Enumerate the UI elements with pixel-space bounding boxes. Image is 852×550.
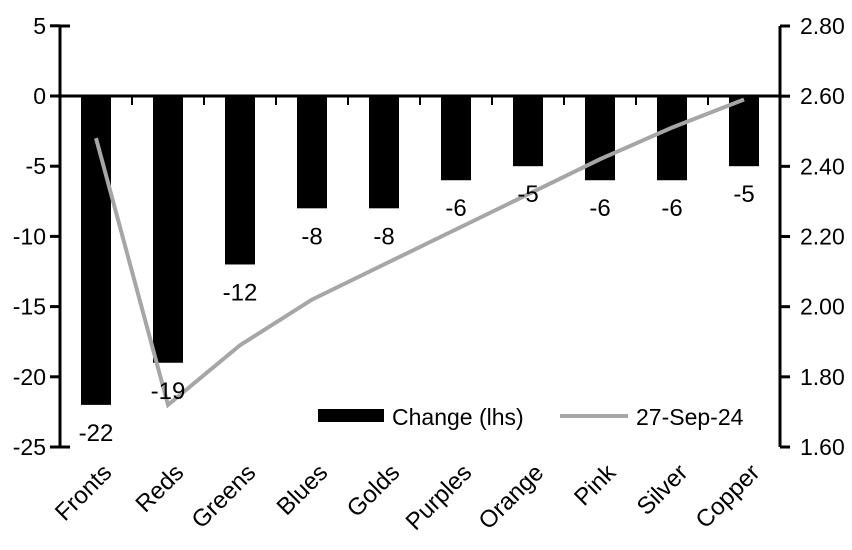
bar-value-label: -22 xyxy=(79,420,114,447)
category-label-purples: Purples xyxy=(401,459,478,536)
category-label-silver: Silver xyxy=(632,459,694,521)
left-axis-label: -25 xyxy=(13,434,46,460)
right-axis-label: 1.60 xyxy=(800,434,845,460)
legend: Change (lhs) 27-Sep-24 xyxy=(318,404,744,430)
bar-blues xyxy=(297,96,327,209)
bar-value-label: -6 xyxy=(589,195,610,222)
right-axis-label: 2.40 xyxy=(800,153,845,179)
legend-bar-label: Change (lhs) xyxy=(392,404,524,430)
plot-area: 5 0 -5 -10 -15 -20 -25 2.80 2.60 2.40 2.20 2.00 1.80… xyxy=(13,13,845,536)
right-axis-label: 1.80 xyxy=(800,364,845,390)
bar-value-label: -5 xyxy=(733,181,754,208)
bar-reds xyxy=(153,96,183,363)
category-label-orange: Orange xyxy=(474,459,550,535)
legend-line-label: 27-Sep-24 xyxy=(636,404,744,430)
bar-golds xyxy=(369,96,399,209)
left-axis-label: 5 xyxy=(33,13,46,39)
left-axis-label: -10 xyxy=(13,223,46,249)
bar-copper xyxy=(729,96,759,167)
category-label-blues: Blues xyxy=(272,459,334,521)
bar-value-label: -12 xyxy=(223,279,258,306)
right-axis-label: 2.00 xyxy=(800,294,845,320)
right-axis-label: 2.80 xyxy=(800,13,845,39)
bar-pink xyxy=(585,96,615,181)
category-label-reds: Reds xyxy=(131,459,190,518)
bar-value-label: -6 xyxy=(661,195,682,222)
category-label-greens: Greens xyxy=(186,459,261,534)
bar-value-label: -19 xyxy=(151,378,186,405)
bar-fronts xyxy=(81,96,111,405)
bar-value-label: -6 xyxy=(445,195,466,222)
category-label-golds: Golds xyxy=(342,459,405,522)
bar-greens xyxy=(225,96,255,265)
right-axis-label: 2.20 xyxy=(800,224,845,250)
bar-purples xyxy=(441,96,471,181)
bar-orange xyxy=(513,96,543,167)
bar-silver xyxy=(657,96,687,181)
left-axis-label: -5 xyxy=(26,153,46,179)
line-series xyxy=(94,97,745,409)
left-axis-label: 0 xyxy=(33,83,46,109)
bar-value-label: -8 xyxy=(301,223,322,250)
right-axis-label: 2.60 xyxy=(800,83,845,109)
category-label-fronts: Fronts xyxy=(50,459,117,526)
category-label-pink: Pink xyxy=(569,458,622,511)
bar-value-label: -8 xyxy=(373,223,394,250)
left-axis-label: -20 xyxy=(13,364,46,390)
bar-value-label: -5 xyxy=(517,181,538,208)
category-label-copper: Copper xyxy=(690,459,765,534)
legend-bar-swatch-icon xyxy=(318,409,384,422)
left-axis-label: -15 xyxy=(13,294,46,320)
